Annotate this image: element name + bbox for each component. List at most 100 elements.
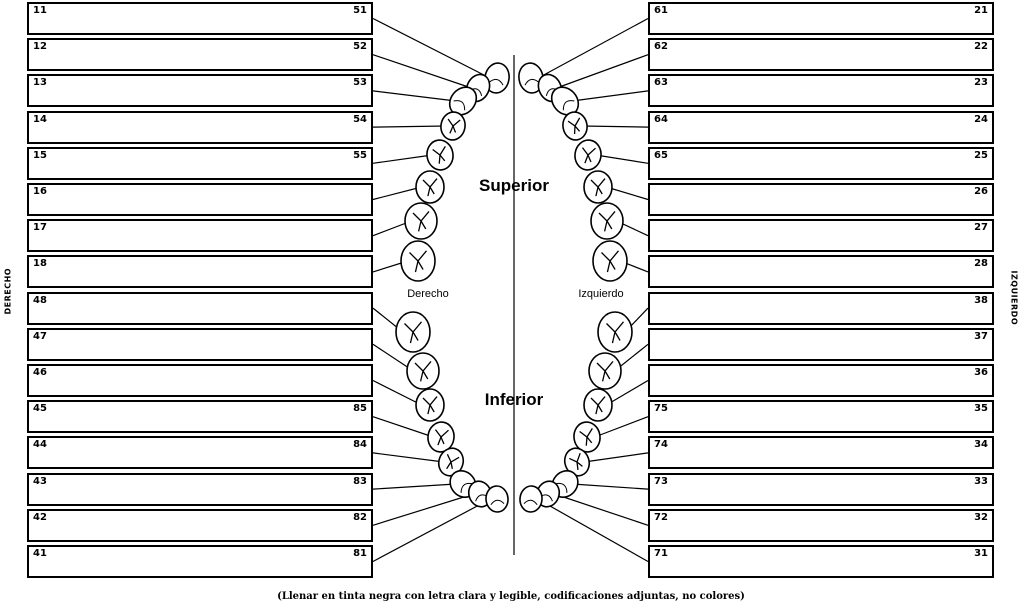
teeth-group <box>395 62 633 513</box>
leader-line <box>537 498 649 563</box>
left-tooth-row[interactable]: 14 54 <box>27 110 373 144</box>
leader-line <box>372 154 433 164</box>
tooth <box>485 485 509 513</box>
permanent-tooth-number: 41 <box>33 548 47 559</box>
left-tooth-row[interactable]: 16 <box>27 183 373 216</box>
tooth <box>563 447 591 477</box>
tooth <box>404 202 438 240</box>
leader-line <box>372 416 434 438</box>
right-tooth-row[interactable]: 26 <box>648 183 994 216</box>
tooth <box>519 485 543 513</box>
right-tooth-row[interactable]: 36 <box>648 364 994 397</box>
leader-line <box>582 125 649 128</box>
right-tooth-row[interactable]: 37 <box>648 327 994 361</box>
tooth <box>395 311 431 353</box>
permanent-tooth-number: 26 <box>974 186 988 197</box>
permanent-tooth-number: 27 <box>974 222 988 234</box>
leader-line <box>372 498 491 563</box>
right-tooth-row[interactable]: 73 33 <box>648 472 994 506</box>
leader-line <box>372 452 444 463</box>
right-tooth-row[interactable]: 63 23 <box>648 74 994 108</box>
leader-line <box>372 493 474 526</box>
tooth <box>574 139 602 171</box>
deciduous-tooth-number: 81 <box>353 548 367 559</box>
deciduous-tooth-number: 74 <box>654 439 668 451</box>
permanent-tooth-number: 43 <box>33 475 47 487</box>
deciduous-tooth-number: 63 <box>654 77 668 89</box>
right-tooth-row[interactable]: 61 21 <box>648 2 994 35</box>
deciduous-tooth-number: 82 <box>353 511 367 523</box>
tooth <box>588 352 622 390</box>
right-tooth-row[interactable]: 64 24 <box>648 110 994 144</box>
left-tooth-row[interactable]: 46 <box>27 364 373 397</box>
permanent-tooth-number: 33 <box>974 475 988 487</box>
permanent-tooth-number: 12 <box>33 41 47 53</box>
leader-line <box>595 154 649 164</box>
permanent-tooth-number: 13 <box>33 77 47 89</box>
tooth <box>583 170 613 204</box>
deciduous-tooth-number: 65 <box>654 149 668 161</box>
right-tooth-row[interactable]: 71 31 <box>648 545 994 578</box>
label-izquierdo: Izquierdo <box>578 288 623 300</box>
left-tooth-row[interactable]: 42 82 <box>27 508 373 542</box>
deciduous-tooth-number: 54 <box>353 113 367 125</box>
leader-line <box>372 54 472 89</box>
left-tooth-row[interactable]: 44 84 <box>27 436 373 470</box>
label-inferior: Inferior <box>485 390 544 409</box>
left-tooth-row[interactable]: 45 85 <box>27 400 373 434</box>
leader-line <box>572 90 649 102</box>
left-tooth-row[interactable]: 43 83 <box>27 472 373 506</box>
left-tooth-row[interactable]: 13 53 <box>27 74 373 108</box>
permanent-tooth-number: 16 <box>33 186 47 197</box>
tooth <box>590 202 624 240</box>
permanent-tooth-number: 35 <box>974 403 988 415</box>
deciduous-tooth-number: 52 <box>353 41 367 53</box>
permanent-tooth-number: 44 <box>33 439 47 451</box>
leader-line <box>554 493 649 526</box>
tooth <box>597 311 633 353</box>
right-tooth-row[interactable]: 27 <box>648 219 994 253</box>
tooth <box>406 352 440 390</box>
deciduous-tooth-number: 71 <box>654 548 668 559</box>
right-tooth-row[interactable]: 74 34 <box>648 436 994 470</box>
permanent-tooth-number: 38 <box>974 294 988 306</box>
permanent-tooth-number: 18 <box>33 258 47 270</box>
right-tooth-row[interactable]: 62 22 <box>648 38 994 72</box>
left-tooth-row[interactable]: 17 <box>27 219 373 253</box>
permanent-tooth-number: 15 <box>33 149 47 161</box>
permanent-tooth-number: 45 <box>33 403 47 415</box>
left-tooth-row[interactable]: 12 52 <box>27 38 373 72</box>
left-tooth-row[interactable]: 18 <box>27 255 373 289</box>
permanent-tooth-number: 36 <box>974 367 988 378</box>
deciduous-tooth-number: 75 <box>654 403 668 415</box>
tooth <box>437 447 465 477</box>
right-tooth-row[interactable]: 28 <box>648 255 994 289</box>
permanent-tooth-number: 48 <box>33 294 47 306</box>
right-tooth-row[interactable]: 65 25 <box>648 146 994 180</box>
right-tooth-row[interactable]: 72 32 <box>648 508 994 542</box>
permanent-tooth-number: 14 <box>33 113 47 125</box>
leader-line <box>556 54 649 89</box>
permanent-tooth-number: 46 <box>33 367 47 378</box>
left-tooth-row[interactable]: 48 <box>27 291 373 325</box>
left-tooth-row[interactable]: 11 51 <box>27 2 373 35</box>
permanent-tooth-number: 24 <box>974 113 988 125</box>
dental-chart-diagram: Superior Inferior Derecho Izquierdo <box>372 17 649 563</box>
permanent-tooth-number: 23 <box>974 77 988 89</box>
tooth <box>427 421 455 453</box>
deciduous-tooth-number: 64 <box>654 113 668 125</box>
permanent-tooth-number: 28 <box>974 258 988 270</box>
tooth <box>592 240 628 282</box>
left-tooth-row[interactable]: 15 55 <box>27 146 373 180</box>
label-superior: Superior <box>479 176 549 195</box>
permanent-tooth-number: 42 <box>33 511 47 523</box>
right-tooth-row[interactable]: 75 35 <box>648 400 994 434</box>
leader-line <box>594 416 649 438</box>
deciduous-tooth-number: 72 <box>654 511 668 523</box>
right-tooth-row[interactable]: 38 <box>648 291 994 325</box>
left-tooth-row[interactable]: 41 81 <box>27 545 373 578</box>
deciduous-tooth-number: 55 <box>353 149 367 161</box>
deciduous-tooth-number: 85 <box>353 403 367 415</box>
footnote: (Llenar en tinta negra con letra clara y… <box>277 591 745 602</box>
left-tooth-row[interactable]: 47 <box>27 327 373 361</box>
